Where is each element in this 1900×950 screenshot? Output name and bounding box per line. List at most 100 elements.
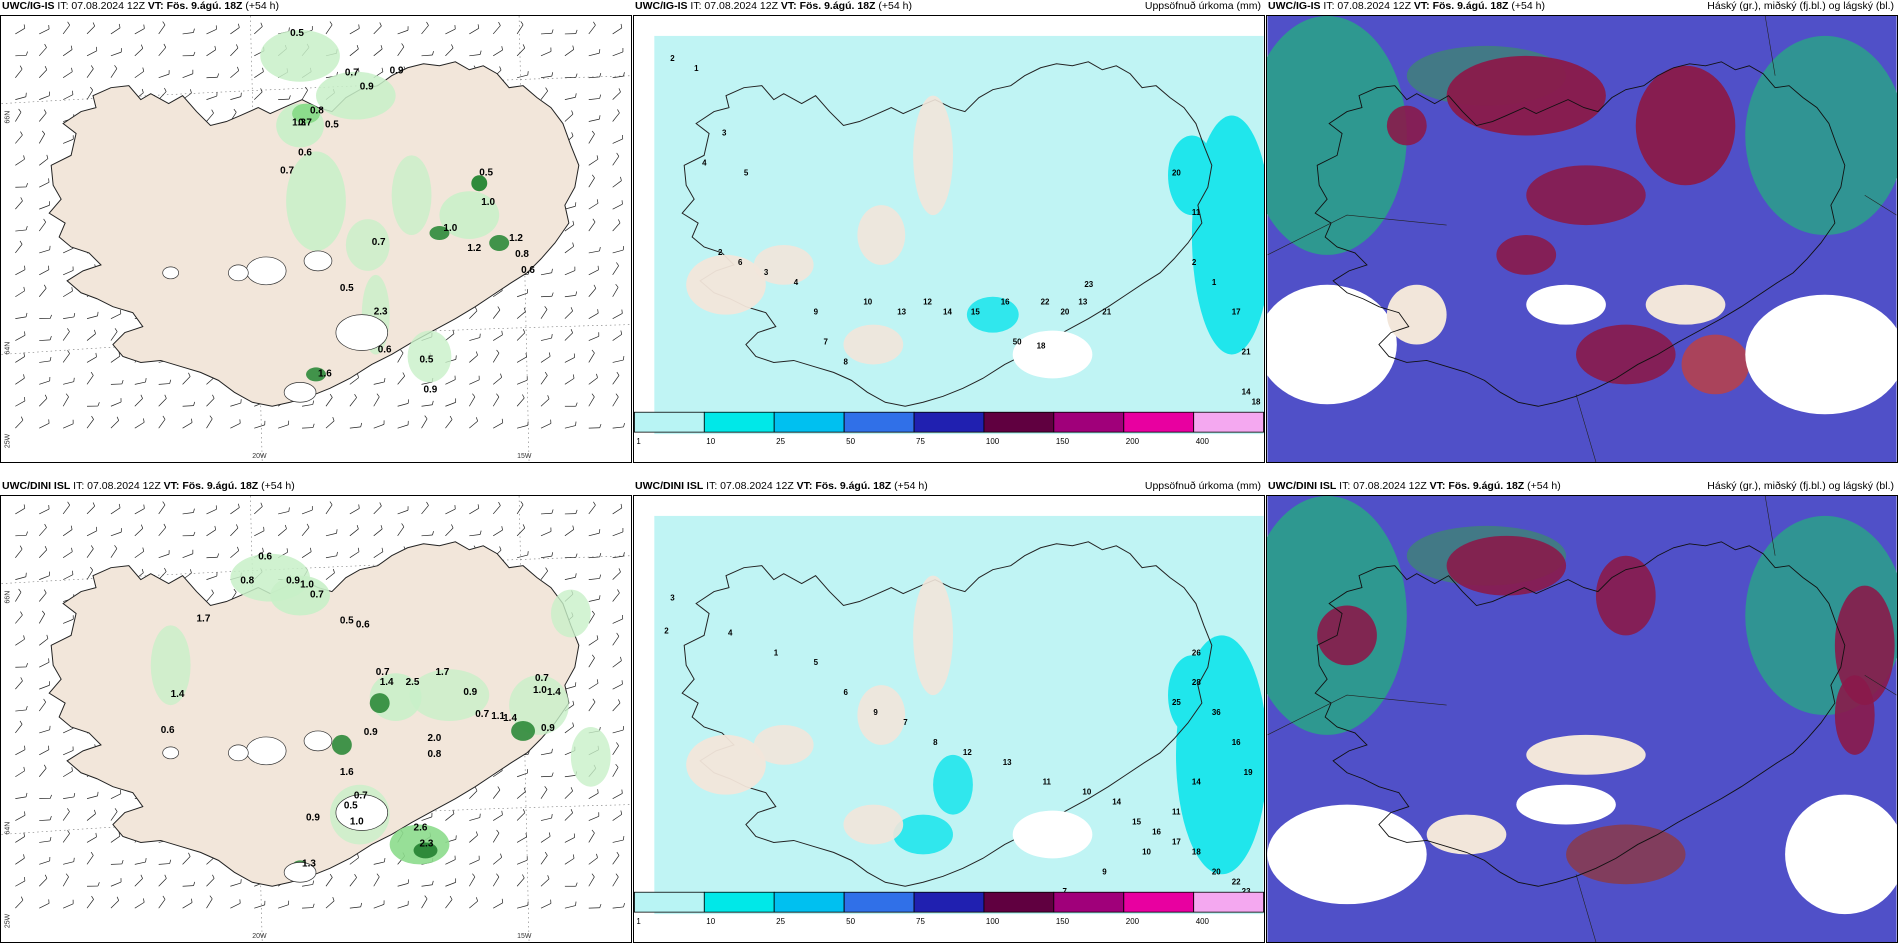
value-label: 5 (744, 168, 749, 177)
value-label: 12 (963, 748, 972, 757)
value-label: 0.7 (372, 237, 386, 248)
valid-time: VT: Fös. 9.ágú. 18Z (163, 480, 259, 492)
axis-labels: 66N 64N 25W 20W 15W (4, 591, 531, 940)
panel-wind-precip-igis: 0.5 0.7 0.9 0.9 0.8 0.7 0.5 0.6 0.7 0.5 1.0 1.0 1.2 1… (0, 15, 632, 463)
panel-title: Uppsöfnuð úrkoma (mm) (1144, 0, 1261, 12)
value-label: 0.7 (535, 673, 549, 684)
value-label: 16 (1152, 827, 1161, 836)
legend-swatch (1193, 411, 1264, 433)
value-label: 16 (1001, 298, 1010, 307)
graticule (1267, 16, 1897, 462)
value-label: 10 (1142, 847, 1151, 856)
svg-text:25W: 25W (4, 913, 11, 928)
value-label: 1.0 (481, 197, 495, 208)
value-label: 1.4 (171, 689, 185, 700)
heavy-accum-areas (893, 635, 1264, 875)
precip-values: 0.50.7 0.90.90.80.7 0.50.60.7 0.51.01.01.21… (280, 28, 535, 395)
value-label: 3 (764, 268, 769, 277)
value-label: 2.3 (420, 838, 434, 849)
value-label: 9 (814, 308, 819, 317)
value-label: 1.3 (292, 118, 306, 129)
svg-text:15W: 15W (517, 933, 532, 940)
legend-tick: 75 (916, 917, 925, 926)
value-label: 0.9 (463, 687, 477, 698)
iceland-outline (681, 541, 1213, 887)
value-label: 1.2 (467, 243, 481, 254)
value-label: 0.9 (306, 813, 320, 824)
legend-swatch (1123, 411, 1195, 433)
map-accum-dini: 32 41569781213111014151617182022232628253… (634, 496, 1264, 942)
value-label: 1.7 (197, 613, 211, 624)
legend-swatch (634, 411, 705, 433)
value-label: 6 (843, 688, 848, 697)
value-label: 9 (1102, 867, 1107, 876)
init-time: IT: 07.08.2024 12Z (57, 0, 145, 12)
panel-title: Háský (gr.), miðský (fj.bl.) og lágský (… (1707, 480, 1894, 492)
glaciers (162, 250, 389, 403)
value-label: 0.5 (420, 354, 434, 365)
legend-tick: 400 (1196, 437, 1210, 446)
lead-time: (+54 h) (1511, 0, 1545, 12)
value-label: 2 (1192, 258, 1197, 267)
value-label: 20 (1061, 308, 1070, 317)
value-label: 1.3 (302, 858, 316, 869)
value-label: 0.5 (479, 167, 493, 178)
init-time: IT: 07.08.2024 12Z (706, 480, 794, 492)
legend-swatch (843, 891, 915, 913)
legend-swatch (1053, 411, 1125, 433)
value-label: 1 (694, 64, 699, 73)
iceland-outline (1314, 61, 1846, 407)
model-name: UWC/IG-IS (2, 0, 55, 12)
model-name: UWC/IG-IS (635, 0, 688, 12)
value-label: 50 (1013, 338, 1022, 347)
value-label: 0.6 (161, 725, 175, 736)
value-label: 26 (1192, 648, 1201, 657)
svg-text:15W: 15W (517, 453, 532, 460)
lead-time: (+54 h) (1527, 480, 1561, 492)
legend-tick: 100 (986, 917, 1000, 926)
panel-title: Háský (gr.), miðský (fj.bl.) og lágský (… (1707, 0, 1894, 12)
legend-tick: 400 (1196, 917, 1210, 926)
value-label: 4 (702, 158, 707, 167)
value-label: 0.5 (325, 120, 339, 131)
lead-time: (+54 h) (245, 0, 279, 12)
value-label: 0.9 (390, 66, 404, 77)
value-label: 4 (728, 628, 733, 637)
value-label: 0.6 (298, 147, 312, 158)
valid-time: VT: Fös. 9.ágú. 18Z (1413, 0, 1509, 12)
value-label: 13 (1078, 298, 1087, 307)
map-cloud-dini (1267, 496, 1897, 942)
value-label: 0.6 (356, 619, 370, 630)
value-label: 22 (1232, 877, 1241, 886)
value-label: 3 (722, 128, 727, 137)
value-label: 21 (1242, 347, 1251, 356)
legend-tick: 25 (776, 917, 785, 926)
legend-tick: 50 (846, 437, 855, 446)
panel-header: UWC/DINI ISL IT: 07.08.2024 12Z VT: Fös.… (1268, 480, 1896, 494)
init-time: IT: 07.08.2024 12Z (73, 480, 161, 492)
low-cloud-areas (1386, 55, 1750, 395)
value-label: 0.8 (428, 749, 442, 760)
svg-text:64N: 64N (4, 822, 11, 835)
iceland-outline (1314, 541, 1846, 887)
value-label: 18 (1037, 342, 1046, 351)
value-label: 0.7 (298, 118, 312, 129)
accum-values: 32 41569781213111014151617182022232628253… (664, 594, 1253, 907)
svg-text:20W: 20W (252, 933, 267, 940)
value-label: 28 (1192, 678, 1201, 687)
legend-tick: 200 (1126, 917, 1140, 926)
value-label: 0.5 (290, 28, 304, 39)
lead-time: (+54 h) (261, 480, 295, 492)
accum-field (654, 35, 1264, 435)
value-label: 1.0 (443, 223, 457, 234)
value-label: 17 (1172, 837, 1181, 846)
lead-time: (+54 h) (894, 480, 928, 492)
value-label: 13 (1003, 758, 1012, 767)
legend-tick: 10 (706, 917, 715, 926)
iceland-landmass (48, 541, 580, 887)
value-label: 19 (1244, 768, 1253, 777)
legend-swatch (843, 411, 915, 433)
legend-tick: 75 (916, 437, 925, 446)
value-label: 0.6 (258, 552, 272, 563)
model-name: UWC/DINI ISL (1268, 480, 1337, 492)
